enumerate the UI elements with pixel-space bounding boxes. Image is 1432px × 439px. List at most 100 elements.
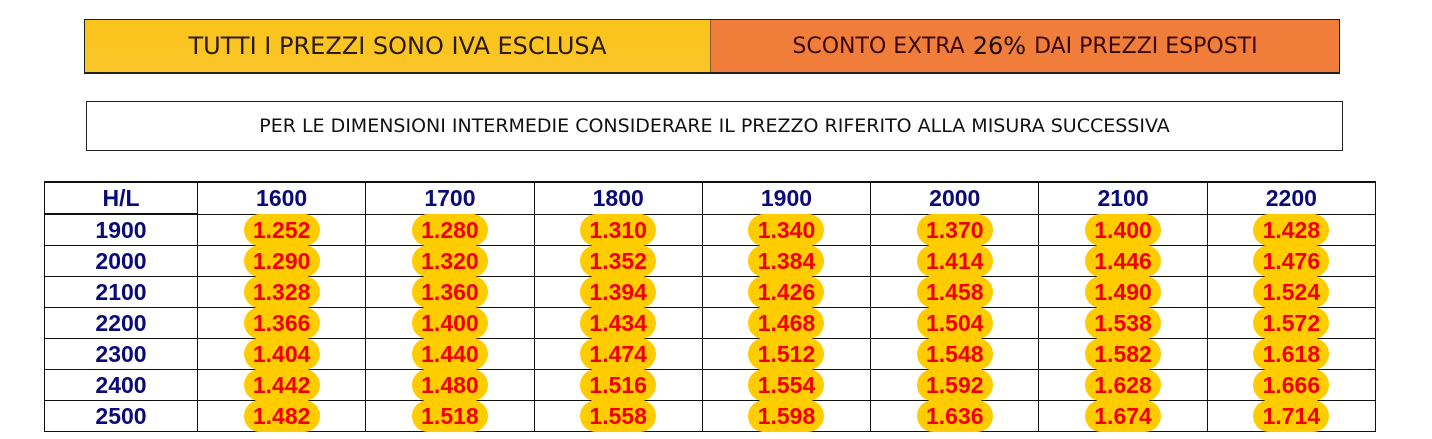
price-cell: 1.480 [365, 369, 535, 401]
vat-discount-banner: TUTTI I PREZZI SONO IVA ESCLUSA SCONTO E… [84, 19, 1340, 74]
row-header: 2500 [44, 400, 198, 432]
intermediate-size-note: PER LE DIMENSIONI INTERMEDIE CONSIDERARE… [86, 101, 1343, 151]
price-value: 1.482 [243, 400, 320, 432]
price-cell: 1.618 [1206, 338, 1377, 370]
price-value: 1.320 [411, 245, 488, 277]
price-cell: 1.428 [1206, 213, 1377, 246]
price-value: 1.384 [748, 245, 825, 277]
vat-excluded-notice: TUTTI I PREZZI SONO IVA ESCLUSA [85, 20, 711, 72]
price-cell: 1.490 [1038, 276, 1208, 308]
price-cell: 1.504 [870, 307, 1040, 339]
header-row: H/L 1600 1700 1800 1900 2000 2100 2200 [44, 181, 1377, 215]
price-value: 1.582 [1085, 338, 1162, 370]
table-row: 2000 1.290 1.320 1.352 1.384 1.414 1.446 1.476 [44, 245, 1377, 277]
corner-header: H/L [44, 181, 198, 215]
price-cell: 1.538 [1038, 307, 1208, 339]
price-cell: 1.352 [533, 245, 703, 277]
price-value: 1.548 [916, 338, 993, 370]
price-value: 1.490 [1085, 276, 1162, 308]
price-cell: 1.512 [701, 338, 872, 370]
price-value: 1.394 [580, 276, 657, 308]
price-value: 1.480 [411, 369, 488, 401]
table-row: 2100 1.328 1.360 1.394 1.426 1.458 1.490 1.524 [44, 276, 1377, 308]
price-cell: 1.598 [701, 400, 872, 432]
price-value: 1.538 [1085, 307, 1162, 339]
price-cell: 1.482 [196, 400, 367, 432]
price-value: 1.370 [916, 213, 993, 246]
price-value: 1.504 [916, 307, 993, 339]
price-cell: 1.446 [1038, 245, 1208, 277]
row-header: 2300 [44, 338, 198, 370]
discount-suffix: DAI PREZZI ESPOSTI [1034, 33, 1258, 59]
price-cell: 1.360 [365, 276, 535, 308]
row-header: 1900 [44, 213, 198, 246]
price-cell: 1.370 [870, 213, 1040, 246]
price-value: 1.280 [411, 213, 488, 246]
column-header: 2200 [1206, 181, 1377, 215]
table-row: 2400 1.442 1.480 1.516 1.554 1.592 1.628 1.666 [44, 369, 1377, 401]
price-cell: 1.518 [365, 400, 535, 432]
price-cell: 1.458 [870, 276, 1040, 308]
price-value: 1.310 [580, 213, 657, 246]
price-cell: 1.468 [701, 307, 872, 339]
price-value: 1.442 [243, 369, 320, 401]
price-cell: 1.548 [870, 338, 1040, 370]
price-cell: 1.674 [1038, 400, 1208, 432]
price-value: 1.434 [580, 307, 657, 339]
price-value: 1.518 [411, 400, 488, 432]
price-cell: 1.666 [1206, 369, 1377, 401]
price-value: 1.400 [1085, 213, 1162, 246]
price-cell: 1.340 [701, 213, 872, 246]
price-cell: 1.524 [1206, 276, 1377, 308]
price-cell: 1.290 [196, 245, 367, 277]
price-cell: 1.434 [533, 307, 703, 339]
column-header: 2000 [870, 181, 1040, 215]
price-cell: 1.394 [533, 276, 703, 308]
price-value: 1.366 [243, 307, 320, 339]
price-value: 1.440 [411, 338, 488, 370]
price-cell: 1.280 [365, 213, 535, 246]
price-cell: 1.582 [1038, 338, 1208, 370]
price-value: 1.360 [411, 276, 488, 308]
price-value: 1.572 [1253, 307, 1330, 339]
price-value: 1.446 [1085, 245, 1162, 277]
price-cell: 1.558 [533, 400, 703, 432]
price-cell: 1.426 [701, 276, 872, 308]
column-header: 1800 [533, 181, 703, 215]
price-cell: 1.400 [365, 307, 535, 339]
price-cell: 1.554 [701, 369, 872, 401]
table-row: 1900 1.252 1.280 1.310 1.340 1.370 1.400 1.428 [44, 213, 1377, 246]
price-value: 1.554 [748, 369, 825, 401]
price-cell: 1.400 [1038, 213, 1208, 246]
price-value: 1.674 [1085, 400, 1162, 432]
discount-prefix: SCONTO EXTRA [792, 33, 965, 59]
table-row: 2300 1.404 1.440 1.474 1.512 1.548 1.582 1.618 [44, 338, 1377, 370]
price-value: 1.400 [411, 307, 488, 339]
discount-percent: 26% [972, 32, 1027, 60]
price-cell: 1.442 [196, 369, 367, 401]
table-row: 2500 1.482 1.518 1.558 1.598 1.636 1.674 1.714 [44, 400, 1377, 432]
price-cell: 1.714 [1206, 400, 1377, 432]
price-value: 1.558 [580, 400, 657, 432]
price-cell: 1.636 [870, 400, 1040, 432]
row-header: 2100 [44, 276, 198, 308]
row-header: 2400 [44, 369, 198, 401]
price-cell: 1.476 [1206, 245, 1377, 277]
price-cell: 1.474 [533, 338, 703, 370]
price-cell: 1.366 [196, 307, 367, 339]
price-cell: 1.516 [533, 369, 703, 401]
price-cell: 1.414 [870, 245, 1040, 277]
price-cell: 1.310 [533, 213, 703, 246]
price-value: 1.512 [748, 338, 825, 370]
price-cell: 1.328 [196, 276, 367, 308]
price-value: 1.666 [1253, 369, 1330, 401]
price-cell: 1.592 [870, 369, 1040, 401]
price-value: 1.352 [580, 245, 657, 277]
price-cell: 1.404 [196, 338, 367, 370]
row-header: 2200 [44, 307, 198, 339]
price-table: H/L 1600 1700 1800 1900 2000 2100 2200 1900 1.2… [44, 181, 1377, 432]
price-value: 1.516 [580, 369, 657, 401]
price-value: 1.468 [748, 307, 825, 339]
price-cell: 1.384 [701, 245, 872, 277]
price-value: 1.340 [748, 213, 825, 246]
